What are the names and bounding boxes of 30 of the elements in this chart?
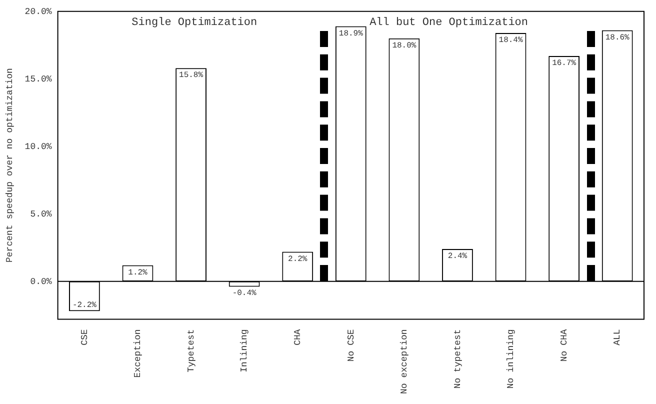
- x-tick-label: CHA: [293, 328, 303, 346]
- data-label: 2.2%: [288, 254, 308, 264]
- x-tick-label: No inlining: [506, 329, 516, 389]
- x-tick-label: Typetest: [186, 329, 196, 372]
- annotation: All but One Optimization: [370, 16, 528, 29]
- x-tick-label: No CSE: [346, 329, 356, 362]
- data-label: 15.8%: [179, 71, 204, 80]
- data-label: 18.9%: [338, 29, 364, 38]
- y-tick-label: 20.0%: [24, 6, 52, 17]
- data-label: 18.4%: [498, 36, 523, 46]
- x-tick-label: No typetest: [452, 329, 463, 389]
- x-tick-label: No CHA: [559, 328, 570, 362]
- y-tick-label: 0.0%: [30, 276, 52, 287]
- data-label: 2.4%: [448, 252, 468, 262]
- data-label: -2.2%: [72, 301, 97, 310]
- x-tick-label: ALL: [612, 329, 623, 346]
- x-tick-label: CSE: [80, 329, 90, 346]
- y-tick-label: 15.0%: [24, 74, 52, 84]
- y-tick-label: 10.0%: [24, 142, 52, 152]
- data-label: 18.6%: [605, 33, 630, 42]
- x-tick-label: Inlining: [240, 329, 250, 372]
- data-label: -0.4%: [232, 288, 257, 298]
- y-tick-label: 5.0%: [30, 209, 52, 220]
- x-tick-label: Exception: [133, 329, 144, 378]
- annotation: Single Optimization: [132, 16, 258, 29]
- data-label: 18.0%: [392, 42, 416, 51]
- data-label: 1.2%: [128, 268, 148, 278]
- y-axis-title: Percent speedup over no optimization: [4, 68, 15, 263]
- data-label: 16.7%: [552, 59, 576, 68]
- x-tick-label: No exception: [400, 329, 410, 394]
